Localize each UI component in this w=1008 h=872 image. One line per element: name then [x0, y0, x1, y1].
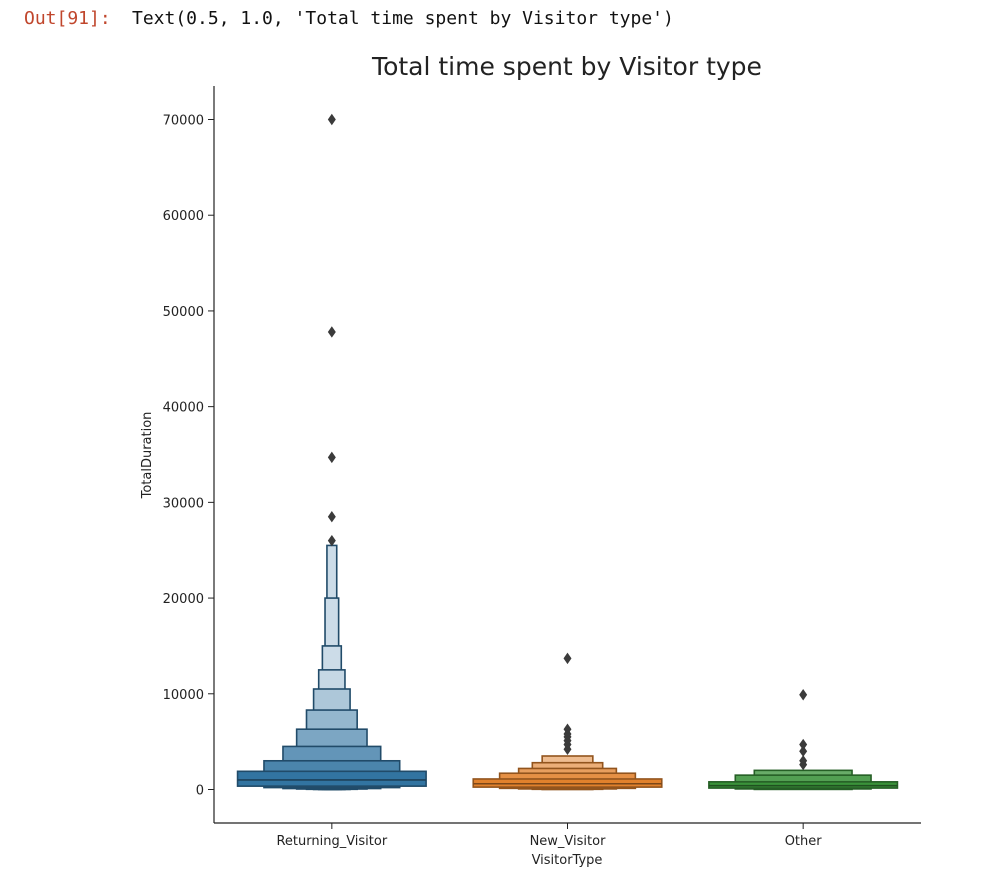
output-prompt: Out[91]:: [24, 8, 111, 29]
y-tick-label: 30000: [163, 496, 204, 511]
outlier-point: [799, 689, 808, 701]
outlier-point: [327, 451, 336, 464]
outlier-point: [327, 511, 336, 523]
y-tick-label: 50000: [163, 305, 204, 320]
outlier-point: [563, 652, 572, 665]
outlier-point: [799, 745, 808, 757]
outlier-point: [327, 534, 336, 547]
y-tick-label: 60000: [163, 209, 204, 224]
boxen-group: [708, 769, 899, 791]
boxes-layer: [236, 544, 899, 791]
y-tick-label: 20000: [163, 592, 204, 607]
x-tick-label: Other: [785, 834, 823, 849]
chart-title: Total time spent by Visitor type: [372, 52, 762, 81]
outlier-point: [799, 755, 808, 767]
x-tick-label: New_Visitor: [530, 834, 607, 849]
x-ticks-layer: Returning_Visitor New_Visitor Other: [276, 823, 822, 849]
y-tick-label: 0: [196, 784, 204, 799]
x-axis-label: VisitorType: [532, 853, 603, 868]
y-tick-label: 70000: [163, 114, 204, 129]
boxen-box: [236, 770, 427, 787]
y-axis-label: TotalDuration: [140, 412, 155, 500]
y-tick-label: 40000: [163, 401, 204, 416]
y-ticks-layer: 0 10000 20000 30000 40000 50000 60000 70000: [163, 114, 214, 799]
outlier-point: [327, 113, 336, 126]
outlier-point: [799, 738, 808, 751]
outliers-layer: [327, 113, 808, 771]
output-text: Text(0.5, 1.0, 'Total time spent by Visi…: [132, 8, 674, 29]
boxen-group: [472, 755, 663, 791]
outlier-point: [563, 723, 572, 735]
x-tick-label: Returning_Visitor: [276, 834, 387, 849]
outlier-point: [327, 326, 336, 338]
y-tick-label: 10000: [163, 688, 204, 703]
boxen-group: [236, 544, 427, 791]
